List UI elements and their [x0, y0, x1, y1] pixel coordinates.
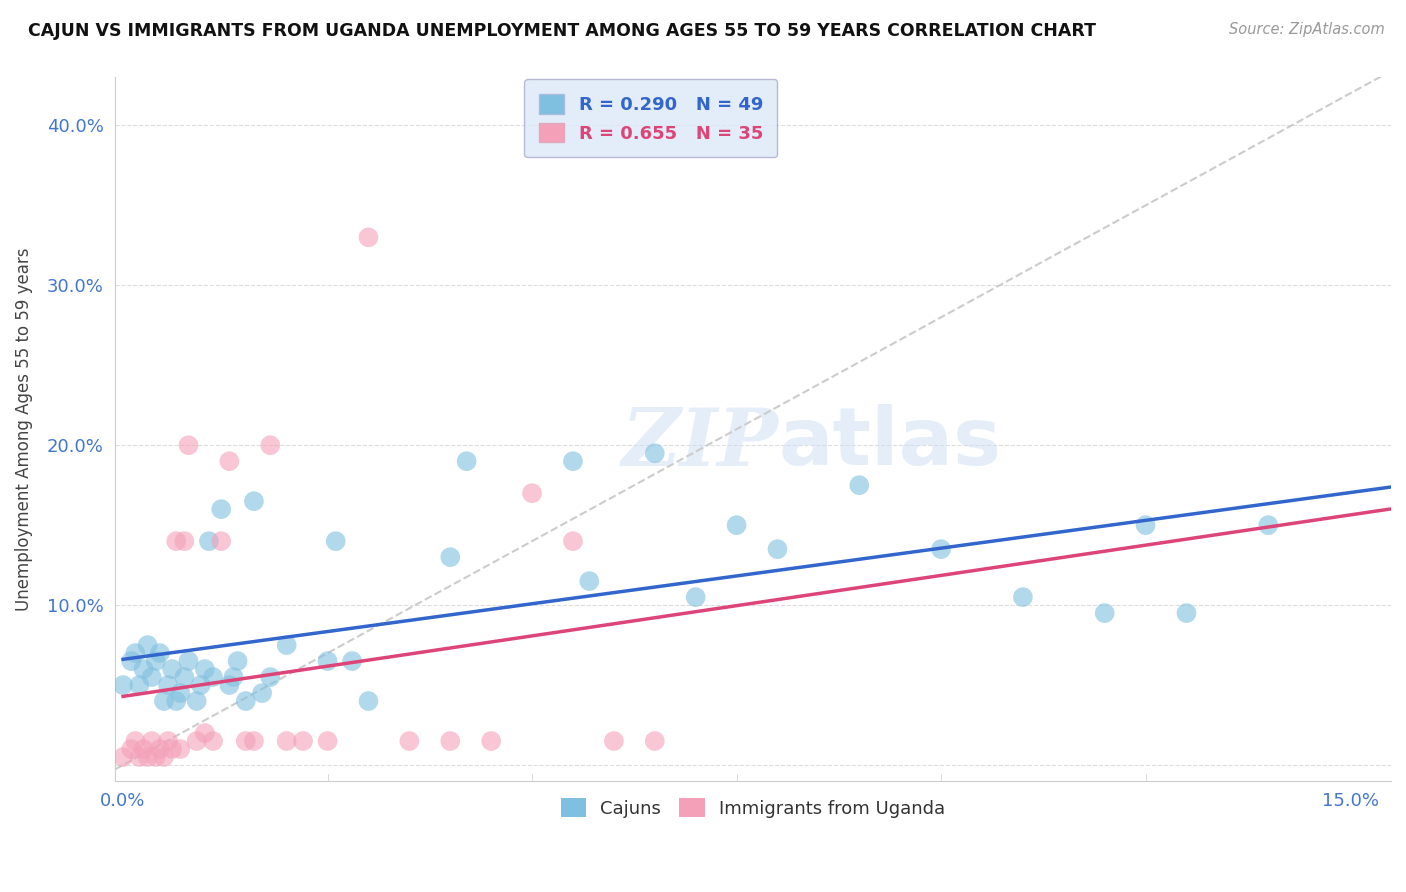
Point	[848, 478, 870, 492]
Point	[340, 654, 363, 668]
Point	[124, 646, 146, 660]
Point	[202, 734, 225, 748]
Point	[325, 534, 347, 549]
Point	[562, 454, 585, 468]
Point	[1257, 518, 1279, 533]
Point	[173, 670, 195, 684]
Point	[202, 670, 225, 684]
Text: CAJUN VS IMMIGRANTS FROM UGANDA UNEMPLOYMENT AMONG AGES 55 TO 59 YEARS CORRELATI: CAJUN VS IMMIGRANTS FROM UGANDA UNEMPLOY…	[28, 22, 1097, 40]
Point	[149, 646, 172, 660]
Point	[153, 694, 176, 708]
Point	[120, 654, 142, 668]
Point	[479, 734, 502, 748]
Point	[250, 686, 273, 700]
Point	[357, 694, 380, 708]
Point	[1094, 606, 1116, 620]
Point	[141, 670, 163, 684]
Point	[316, 734, 339, 748]
Point	[276, 638, 298, 652]
Point	[1175, 606, 1198, 620]
Point	[169, 686, 191, 700]
Y-axis label: Unemployment Among Ages 55 to 59 years: Unemployment Among Ages 55 to 59 years	[15, 247, 32, 611]
Point	[578, 574, 600, 588]
Point	[177, 438, 200, 452]
Point	[194, 726, 217, 740]
Point	[149, 742, 172, 756]
Point	[398, 734, 420, 748]
Point	[439, 550, 461, 565]
Point	[562, 534, 585, 549]
Point	[222, 670, 245, 684]
Point	[112, 678, 135, 692]
Point	[766, 542, 789, 557]
Point	[603, 734, 626, 748]
Point	[259, 670, 281, 684]
Point	[160, 742, 183, 756]
Point	[132, 742, 155, 756]
Point	[218, 678, 240, 692]
Point	[177, 654, 200, 668]
Point	[520, 486, 543, 500]
Point	[136, 638, 159, 652]
Point	[190, 678, 212, 692]
Point	[145, 750, 167, 764]
Point	[160, 662, 183, 676]
Point	[128, 678, 150, 692]
Text: atlas: atlas	[779, 404, 1001, 483]
Point	[173, 534, 195, 549]
Point	[316, 654, 339, 668]
Point	[209, 534, 232, 549]
Text: Source: ZipAtlas.com: Source: ZipAtlas.com	[1229, 22, 1385, 37]
Point	[165, 694, 187, 708]
Point	[124, 734, 146, 748]
Point	[456, 454, 478, 468]
Point	[157, 734, 180, 748]
Point	[439, 734, 461, 748]
Point	[194, 662, 217, 676]
Point	[243, 734, 266, 748]
Point	[357, 230, 380, 244]
Point	[198, 534, 221, 549]
Point	[132, 662, 155, 676]
Point	[929, 542, 952, 557]
Point	[725, 518, 748, 533]
Point	[235, 694, 257, 708]
Point	[145, 654, 167, 668]
Point	[128, 750, 150, 764]
Point	[644, 446, 666, 460]
Point	[276, 734, 298, 748]
Point	[112, 750, 135, 764]
Point	[218, 454, 240, 468]
Point	[226, 654, 249, 668]
Point	[292, 734, 315, 748]
Point	[685, 590, 707, 604]
Point	[243, 494, 266, 508]
Legend: Cajuns, Immigrants from Uganda: Cajuns, Immigrants from Uganda	[554, 791, 952, 825]
Point	[120, 742, 142, 756]
Point	[169, 742, 191, 756]
Text: ZIP: ZIP	[621, 405, 779, 482]
Point	[186, 694, 208, 708]
Point	[157, 678, 180, 692]
Point	[259, 438, 281, 452]
Point	[136, 750, 159, 764]
Point	[186, 734, 208, 748]
Point	[209, 502, 232, 516]
Point	[1135, 518, 1157, 533]
Point	[1012, 590, 1035, 604]
Point	[153, 750, 176, 764]
Point	[141, 734, 163, 748]
Point	[235, 734, 257, 748]
Point	[644, 734, 666, 748]
Point	[165, 534, 187, 549]
